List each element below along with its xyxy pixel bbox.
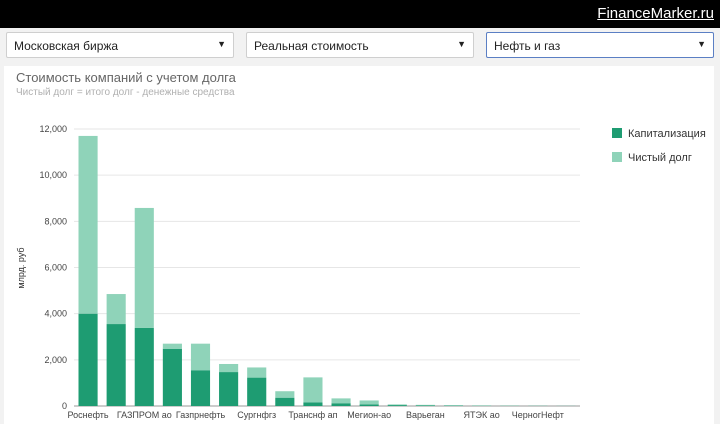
- bar-cap: [275, 397, 295, 406]
- bar-debt: [106, 294, 126, 325]
- bar-debt: [331, 398, 351, 404]
- y-tick-label: 10,000: [39, 170, 67, 180]
- chart-subtitle: Чистый долг = итого долг - денежные сред…: [16, 87, 235, 98]
- bar-cap: [303, 402, 323, 406]
- bar-debt: [162, 343, 182, 349]
- y-tick-label: 4,000: [44, 309, 67, 319]
- y-tick-label: 2,000: [44, 355, 67, 365]
- y-tick-label: 12,000: [39, 124, 67, 134]
- x-tick-label: Сургнфгз: [237, 410, 276, 420]
- legend-label-cap: Капитализация: [628, 128, 706, 140]
- legend-swatch-debt: [612, 152, 622, 162]
- bar-cap: [415, 405, 435, 406]
- chart-panel: Стоимость компаний с учетом долга Чистый…: [4, 66, 714, 424]
- x-tick-label: Роснефть: [68, 410, 109, 420]
- value-type-select[interactable]: Реальная стоимость ▼: [246, 32, 474, 58]
- x-tick-label: Мегион-ао: [347, 410, 391, 420]
- bar-cap: [219, 372, 239, 406]
- bar-chart: 0 2,000 4,000 6,000 8,000 10,000 12,000 млрд. р…: [16, 124, 580, 420]
- legend-label-debt: Чистый долг: [628, 152, 692, 164]
- legend-item-cap[interactable]: Капитализация: [612, 128, 706, 140]
- x-tick-label: Транснф ап: [288, 410, 337, 420]
- y-axis-label: млрд. руб: [16, 247, 26, 288]
- x-tick-label: ЧерногНефт: [512, 410, 564, 420]
- exchange-select[interactable]: Московская биржа ▼: [6, 32, 234, 58]
- bar-debt: [275, 391, 295, 398]
- bar-cap: [162, 348, 182, 406]
- sector-select-value: Нефть и газ: [494, 39, 561, 53]
- chevron-down-icon: ▼: [457, 39, 466, 49]
- legend-item-debt[interactable]: Чистый долг: [612, 152, 692, 164]
- bar-cap: [134, 327, 154, 406]
- bar-debt: [190, 343, 211, 371]
- legend-swatch-cap: [612, 128, 622, 138]
- bar-debt: [359, 400, 379, 405]
- bar-cap: [331, 403, 351, 406]
- bar-debt: [247, 367, 267, 378]
- chevron-down-icon: ▼: [697, 39, 706, 49]
- chart-title: Стоимость компаний с учетом долга: [16, 70, 236, 85]
- bar-debt: [387, 404, 407, 406]
- x-tick-label: Варьеган: [406, 410, 445, 420]
- value-type-select-value: Реальная стоимость: [254, 39, 369, 53]
- bar-cap: [359, 404, 379, 406]
- chevron-down-icon: ▼: [217, 39, 226, 49]
- sector-select[interactable]: Нефть и газ ▼: [486, 32, 714, 58]
- bar-cap: [106, 324, 126, 406]
- bar-debt: [134, 207, 154, 328]
- x-tick-label: ЯТЭК ао: [463, 410, 499, 420]
- y-tick-label: 6,000: [44, 263, 67, 273]
- top-bar: FinanceMarker.ru: [0, 0, 720, 28]
- bar-cap: [247, 377, 267, 406]
- x-tick-label: Газпрнефть: [176, 410, 226, 420]
- bar-cap: [190, 370, 211, 406]
- bar-debt: [219, 363, 239, 373]
- y-tick-label: 0: [62, 401, 67, 411]
- y-tick-label: 8,000: [44, 216, 67, 226]
- bar-cap: [78, 313, 98, 406]
- exchange-select-value: Московская биржа: [14, 39, 119, 53]
- bar-debt: [303, 377, 323, 403]
- filter-bar: Московская биржа ▼ Реальная стоимость ▼ …: [0, 28, 720, 64]
- bar-cap: [387, 405, 407, 406]
- brand-link[interactable]: FinanceMarker.ru: [597, 5, 714, 22]
- x-tick-label: ГАЗПРОМ ао: [117, 410, 172, 420]
- bar-debt: [78, 135, 98, 314]
